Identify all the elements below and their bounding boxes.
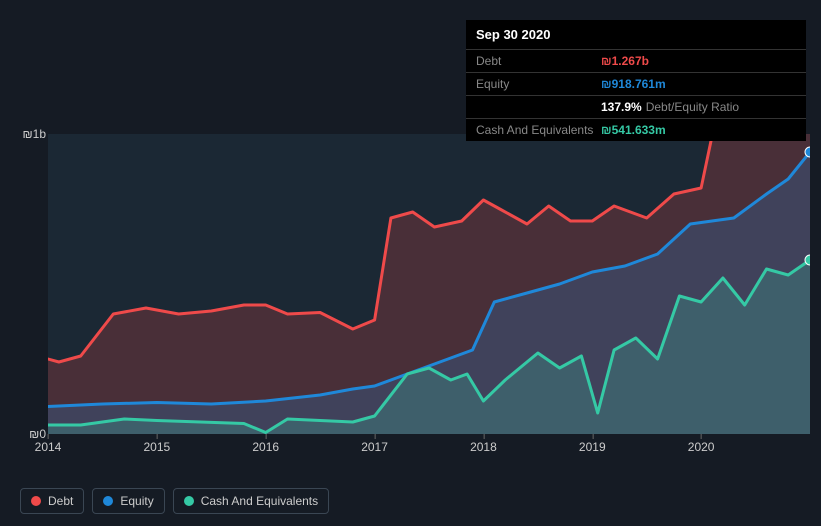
tooltip-row: 137.9% Debt/Equity Ratio (466, 95, 806, 118)
y-axis-tick: ₪0 (29, 427, 46, 441)
chart-plot[interactable] (48, 134, 810, 434)
y-axis-tick: ₪1b (22, 127, 46, 141)
tooltip-row: Cash And Equivalents₪541.633m (466, 118, 806, 141)
chart-legend: Debt Equity Cash And Equivalents (20, 488, 329, 514)
legend-label: Equity (120, 494, 153, 508)
x-axis-tick: 2018 (470, 440, 497, 454)
legend-label: Cash And Equivalents (201, 494, 318, 508)
tooltip-row-label (476, 100, 601, 114)
chart-tooltip: Sep 30 2020 Debt₪1.267bEquity₪918.761m13… (466, 20, 806, 141)
tooltip-row: Debt₪1.267b (466, 49, 806, 72)
legend-item-debt[interactable]: Debt (20, 488, 84, 514)
legend-label: Debt (48, 494, 73, 508)
tooltip-date: Sep 30 2020 (466, 20, 806, 49)
x-axis-tick: 2019 (579, 440, 606, 454)
x-axis-tick: 2020 (688, 440, 715, 454)
tooltip-row-suffix: Debt/Equity Ratio (646, 100, 739, 114)
x-axis-tick: 2014 (35, 440, 62, 454)
chart-area: ₪0 ₪1b 2014 2015 2016 2017 2018 2019 2020 (20, 120, 810, 465)
tooltip-row-value: ₪918.761m (601, 77, 666, 91)
legend-swatch-icon (31, 496, 41, 506)
x-axis-tick: 2017 (361, 440, 388, 454)
tooltip-row: Equity₪918.761m (466, 72, 806, 95)
x-axis-tick: 2015 (143, 440, 170, 454)
tooltip-row-label: Equity (476, 77, 601, 91)
legend-swatch-icon (103, 496, 113, 506)
tooltip-row-value: ₪541.633m (601, 123, 666, 137)
legend-item-cash[interactable]: Cash And Equivalents (173, 488, 329, 514)
x-axis-labels: 2014201520162017201820192020 (48, 440, 810, 460)
x-axis-tick: 2016 (252, 440, 279, 454)
tooltip-row-value: ₪1.267b (601, 54, 649, 68)
tooltip-row-label: Debt (476, 54, 601, 68)
chart-svg (48, 134, 810, 434)
tooltip-row-value: 137.9% (601, 100, 642, 114)
legend-item-equity[interactable]: Equity (92, 488, 164, 514)
tooltip-row-label: Cash And Equivalents (476, 123, 601, 137)
legend-swatch-icon (184, 496, 194, 506)
